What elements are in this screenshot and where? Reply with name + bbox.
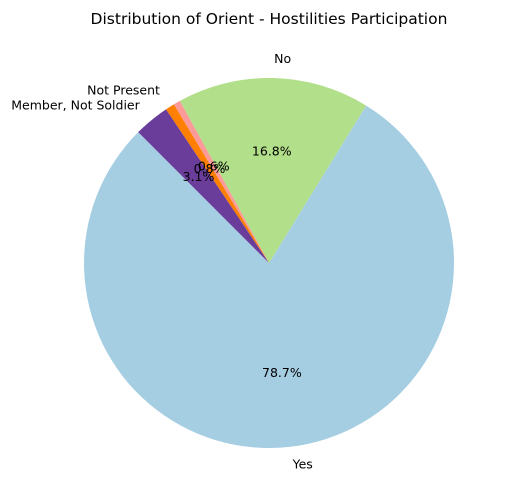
slice-category-label-4: Member, Not Soldier xyxy=(11,97,140,112)
slice-pct-label-3: 0.8% xyxy=(194,161,226,176)
slice-pct-label-4: 3.1% xyxy=(183,169,215,184)
pie-slice-3 xyxy=(165,104,269,263)
slice-category-label-0: Yes xyxy=(292,457,313,472)
pie-slice-1 xyxy=(179,77,367,263)
pie-slices xyxy=(84,77,455,449)
pie-slice-0 xyxy=(84,105,455,449)
slice-category-label-1: No xyxy=(274,51,291,66)
pie-labels: 78.7% Yes 16.8% No 0.6%0.8% Not Present 3.1% Me… xyxy=(11,51,313,472)
pie-slice-4 xyxy=(138,109,269,264)
slice-pct-label-1: 16.8% xyxy=(252,144,292,159)
slice-pct-label-0: 78.7% xyxy=(262,365,302,380)
slice-category-label-3: Not Present xyxy=(87,83,160,98)
chart-title: Distribution of Orient - Hostilities Par… xyxy=(91,10,448,28)
slice-pct-label-2: 0.6% xyxy=(198,158,230,173)
pie-slice-2 xyxy=(173,100,269,263)
